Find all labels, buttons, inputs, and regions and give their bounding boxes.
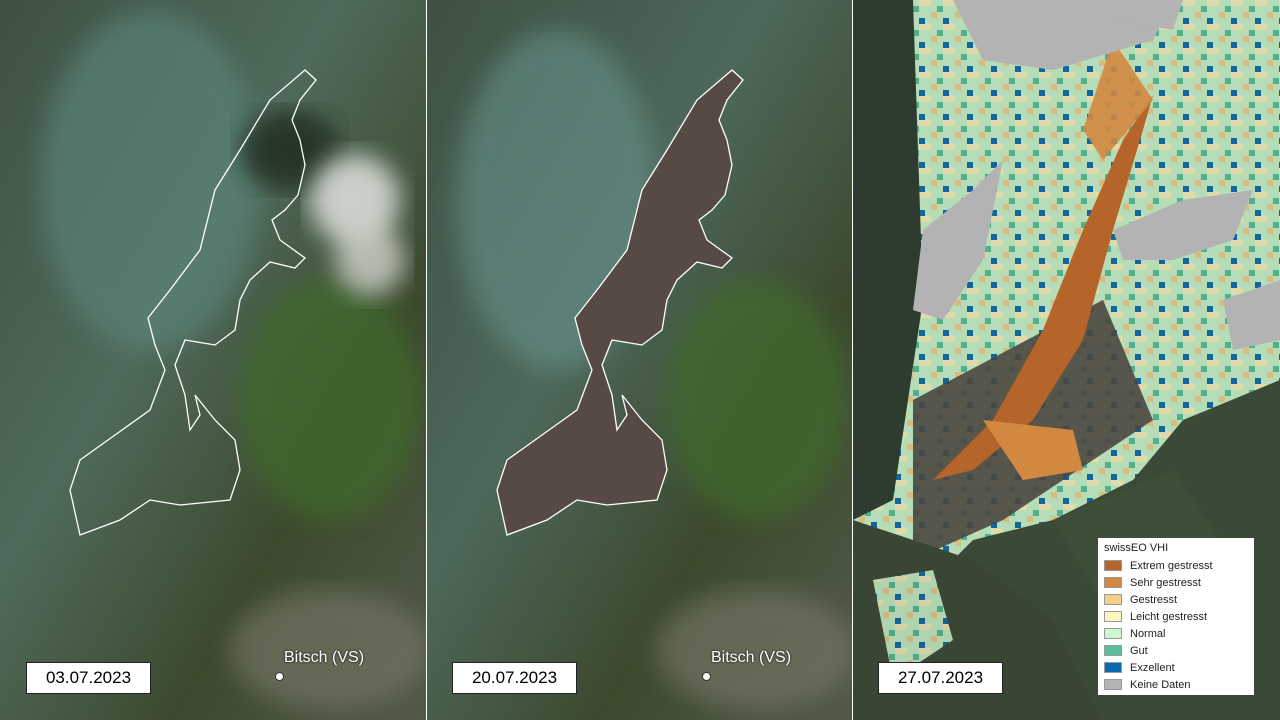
legend-item: Keine Daten	[1104, 676, 1248, 693]
satellite-image	[427, 0, 852, 720]
legend-label: Extrem gestresst	[1130, 559, 1213, 572]
satellite-image	[0, 0, 426, 720]
legend-label: Exzellent	[1130, 661, 1175, 674]
legend-item: Normal	[1104, 625, 1248, 642]
legend-label: Normal	[1130, 627, 1166, 640]
legend-item: Gut	[1104, 642, 1248, 659]
legend-label: Gestresst	[1130, 593, 1178, 606]
place-marker	[702, 672, 711, 681]
legend-swatch	[1104, 662, 1122, 673]
legend-swatch	[1104, 611, 1122, 622]
place-marker	[275, 672, 284, 681]
map-legend: swissEO VHI Extrem gestresst Sehr gestre…	[1098, 538, 1254, 695]
legend-item: Gestresst	[1104, 591, 1248, 608]
no-data-areas	[913, 0, 1280, 350]
burn-area	[496, 69, 744, 536]
legend-swatch	[1104, 577, 1122, 588]
legend-swatch	[1104, 645, 1122, 656]
smoke-cloud	[310, 155, 405, 295]
date-label: 20.07.2023	[452, 662, 577, 694]
legend-item: Exzellent	[1104, 659, 1248, 676]
legend-label: Sehr gestresst	[1130, 576, 1201, 589]
legend-label: Leicht gestresst	[1130, 610, 1208, 623]
satellite-panel-before: 03.07.2023 Bitsch (VS)	[0, 0, 426, 720]
date-label: 27.07.2023	[878, 662, 1003, 694]
legend-swatch	[1104, 594, 1122, 605]
legend-swatch	[1104, 679, 1122, 690]
legend-swatch	[1104, 628, 1122, 639]
place-label: Bitsch (VS)	[284, 649, 365, 666]
legend-label: Keine Daten	[1130, 678, 1191, 691]
legend-item: Leicht gestresst	[1104, 608, 1248, 625]
date-label: 03.07.2023	[26, 662, 151, 694]
legend-label: Gut	[1130, 644, 1148, 657]
legend-title: swissEO VHI	[1104, 542, 1169, 554]
place-label: Bitsch (VS)	[711, 649, 792, 666]
burn-area-outline	[69, 69, 317, 536]
legend-swatch	[1104, 560, 1122, 571]
legend-item: Sehr gestresst	[1104, 574, 1248, 591]
satellite-panel-after: 20.07.2023 Bitsch (VS)	[427, 0, 852, 720]
legend-item: Extrem gestresst	[1104, 557, 1248, 574]
